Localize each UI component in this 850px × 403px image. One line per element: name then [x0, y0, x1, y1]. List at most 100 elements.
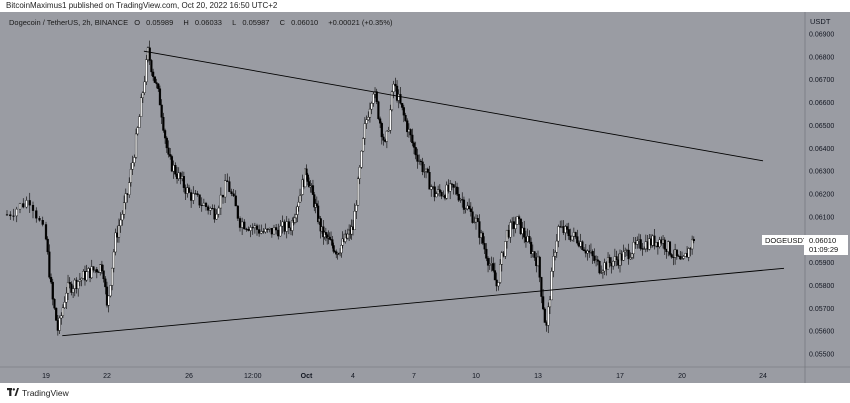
candle-body — [53, 299, 56, 309]
candle-body — [528, 236, 531, 243]
candle-body — [581, 241, 584, 250]
candle-body — [540, 277, 543, 297]
candle-body — [519, 218, 522, 234]
candle-body — [202, 202, 205, 206]
candle-body — [317, 205, 320, 223]
candle-body — [608, 257, 611, 264]
x-tick-label: Oct — [301, 373, 313, 380]
candle-body — [169, 154, 172, 157]
candle-body — [399, 94, 402, 104]
candle-body — [335, 251, 338, 255]
candle-body — [241, 221, 244, 228]
candle-body — [194, 193, 197, 195]
candle-body — [22, 203, 25, 208]
price-scale-background — [805, 12, 850, 383]
candle-body — [492, 263, 495, 271]
candle-body — [207, 206, 210, 211]
candle-body — [430, 186, 433, 190]
plot-background — [0, 12, 805, 383]
candle-body — [107, 295, 110, 306]
candle-body — [167, 147, 170, 155]
legend-open: O 0.05989 — [134, 18, 174, 27]
x-tick-label: 24 — [759, 373, 767, 380]
candle-body — [538, 256, 541, 278]
candle-body — [488, 264, 491, 266]
y-tick-label: 0.06400 — [809, 146, 834, 153]
candle-body — [165, 137, 168, 149]
candle-body — [152, 71, 155, 77]
candle-body — [390, 91, 394, 111]
legend-low: L 0.05987 — [232, 18, 270, 27]
candle-body — [523, 227, 526, 238]
candle-body — [406, 120, 409, 133]
candle-body — [117, 225, 121, 238]
candle-body — [143, 81, 146, 93]
candle-body — [530, 241, 533, 254]
candle-body — [58, 317, 61, 331]
candle-body — [571, 235, 574, 241]
candle-body — [601, 270, 605, 273]
y-tick-label: 0.06300 — [809, 169, 834, 176]
candle-body — [163, 130, 167, 139]
candle-body — [395, 85, 399, 101]
candle-body — [670, 254, 673, 258]
candle-body — [606, 257, 610, 270]
candle-body — [51, 281, 54, 300]
candle-body — [322, 226, 325, 238]
candle-body — [182, 176, 185, 188]
candle-body — [60, 315, 63, 319]
y-tick-label: 0.05800 — [809, 283, 834, 290]
candle-body — [80, 278, 83, 281]
candle-body — [514, 224, 517, 229]
x-tick-label: 12:00 — [244, 373, 262, 380]
candle-body — [331, 239, 334, 246]
candle-body — [553, 252, 557, 257]
candle-body — [129, 169, 133, 183]
candle-body — [380, 123, 383, 138]
candle-body — [462, 199, 466, 210]
legend-title: Dogecoin / TetherUS, 2h, BINANCE — [9, 18, 129, 27]
candle-body — [114, 232, 117, 253]
candle-body — [576, 236, 579, 244]
candle-body — [679, 256, 682, 260]
candle-body — [326, 234, 329, 239]
candle-body — [150, 60, 153, 73]
y-tick-label: 0.06200 — [809, 192, 834, 199]
candle-body — [500, 252, 503, 265]
candle-body — [236, 205, 239, 219]
trendlines — [62, 50, 785, 337]
candle-body — [516, 216, 519, 225]
candle-body — [291, 219, 294, 231]
candle-body — [375, 91, 378, 102]
candle-body — [392, 83, 395, 93]
candle-body — [324, 232, 327, 235]
last-price: 0.06010 — [809, 236, 837, 245]
candle-body — [629, 257, 632, 260]
candle-body — [134, 133, 138, 158]
candle-body — [668, 241, 672, 255]
candle-body — [450, 183, 453, 185]
candle-body — [160, 104, 163, 118]
candle-body — [643, 248, 646, 250]
candle-body — [41, 220, 44, 225]
candle-body — [70, 283, 73, 293]
chart[interactable]: 0.06900 0.06800 0.06700 0.06600 0.06500 0.064… — [0, 12, 850, 383]
candle-body — [305, 168, 308, 176]
candle-body — [230, 191, 233, 194]
candle-body — [260, 231, 263, 234]
x-tick-label: 20 — [678, 373, 686, 380]
candle-body — [687, 248, 690, 258]
candle-body — [283, 221, 286, 232]
candle-body — [258, 229, 261, 234]
candle-body — [300, 194, 303, 196]
candle-body — [170, 156, 174, 172]
y-tick-label: 0.05700 — [809, 306, 834, 313]
candle-body — [574, 232, 577, 237]
candle-body — [485, 248, 488, 259]
candle-body — [232, 193, 235, 197]
candle-body — [497, 282, 500, 287]
candle-body — [158, 88, 162, 106]
x-tick-label: 13 — [534, 373, 542, 380]
candle-body — [136, 127, 139, 135]
legend-high: H 0.06033 — [183, 18, 222, 27]
